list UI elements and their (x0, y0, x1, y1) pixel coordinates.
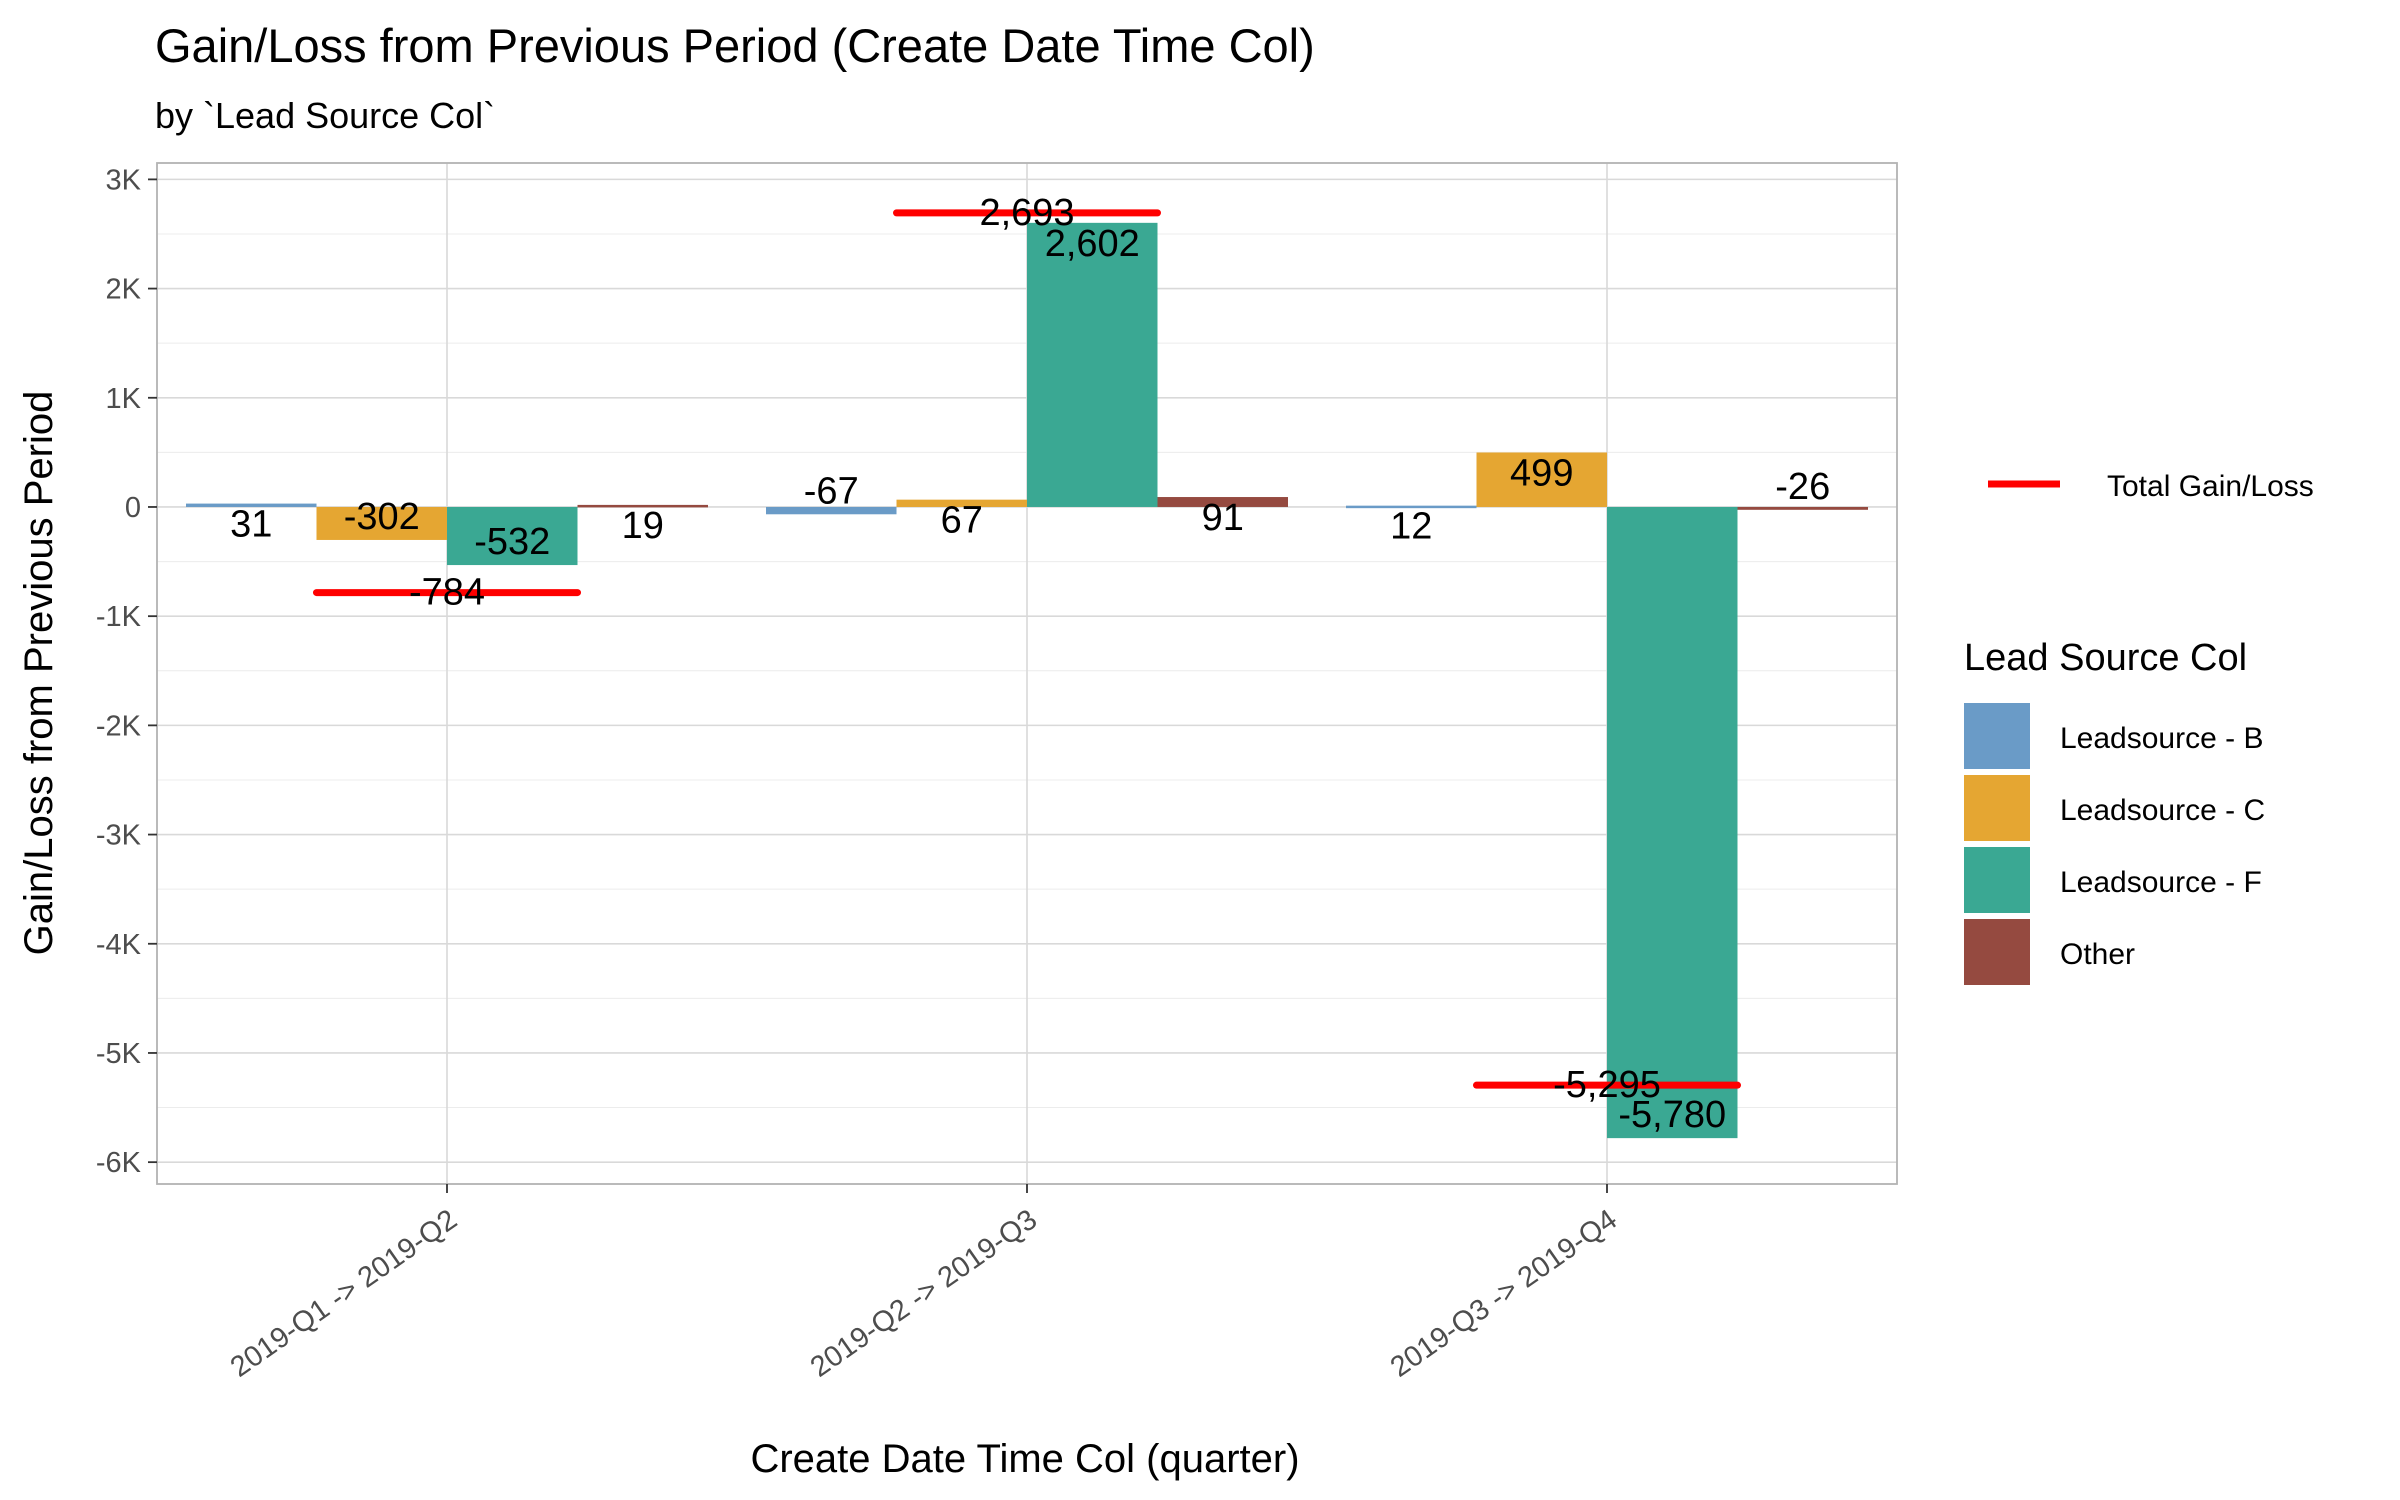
x-axis: 2019-Q1 -> 2019-Q2 2019-Q2 -> 2019-Q3 2019… (225, 1184, 1623, 1384)
x-tick-label: 2019-Q3 -> 2019-Q4 (1385, 1204, 1623, 1384)
legend-item-label: Leadsource - B (2060, 722, 2263, 755)
y-tick-label: 0 (125, 492, 141, 524)
bar (1027, 222, 1158, 507)
y-tick-label: -1K (96, 601, 142, 633)
y-tick-label: 3K (106, 164, 142, 196)
bar-data-label: 67 (941, 500, 983, 542)
bar-data-label: -26 (1775, 466, 1830, 508)
bar (1476, 452, 1607, 507)
bar (766, 506, 897, 515)
bar (447, 506, 578, 566)
legend-item-label: Leadsource - C (2060, 794, 2265, 827)
legend-key-swatch (1964, 775, 2030, 841)
legend-title: Lead Source Col (1964, 637, 2247, 679)
legend-item-label: Other (2060, 938, 2135, 971)
bar (1346, 505, 1477, 509)
x-tick-label: 2019-Q2 -> 2019-Q3 (805, 1204, 1043, 1384)
y-tick-label: -3K (96, 820, 142, 852)
legend-key-swatch (1964, 847, 2030, 913)
bar (1157, 497, 1288, 507)
bar-data-label: 31 (230, 504, 272, 546)
bar-data-label: 91 (1202, 497, 1244, 539)
y-tick-label: -4K (96, 929, 142, 961)
y-tick-label: -6K (96, 1147, 142, 1179)
bar-data-label: -67 (804, 470, 859, 512)
legend-key-swatch (1964, 703, 2030, 769)
y-tick-label: 2K (106, 274, 142, 306)
y-axis: 3K 2K 1K 0 -1K -2K -3K -4K -5K -6K (96, 164, 157, 1179)
bar (896, 499, 1027, 507)
total-lines (313, 209, 1741, 1089)
chart-title: Gain/Loss from Previous Period (Create D… (155, 19, 1315, 72)
bar (577, 504, 708, 508)
x-axis-title: Create Date Time Col (quarter) (750, 1437, 1299, 1481)
bar-data-label: -302 (344, 496, 420, 538)
y-tick-label: -2K (96, 710, 142, 742)
chart-subtitle: by `Lead Source Col` (155, 95, 495, 136)
bar-data-label: 499 (1510, 452, 1573, 494)
bar (316, 506, 447, 540)
total-data-label: -5,295 (1553, 1064, 1661, 1106)
bar (1737, 506, 1868, 510)
bar-data-label: -5,780 (1618, 1094, 1726, 1136)
bar-data-label: 2,602 (1045, 223, 1140, 265)
y-axis-title: Gain/Loss from Previous Period (17, 391, 61, 956)
y-tick-label: -5K (96, 1038, 142, 1070)
data-labels: 31 -302 -532 19 -67 67 2,602 91 12 499 -5,780 -26 -7… (230, 192, 1830, 1136)
bar (186, 503, 317, 507)
bar-data-label: 19 (622, 505, 664, 547)
legend-lead-source: Lead Source Col Leadsource - B Leadsource… (1964, 637, 2265, 985)
bar-data-label: 12 (1390, 506, 1432, 548)
legend-key-swatch (1964, 919, 2030, 985)
total-data-label: 2,693 (979, 192, 1074, 234)
bar-data-label: -532 (474, 521, 550, 563)
bars (186, 222, 1868, 1139)
legend-total-label: Total Gain/Loss (2107, 470, 2314, 503)
bar (1607, 506, 1738, 1139)
x-tick-label: 2019-Q1 -> 2019-Q2 (225, 1204, 463, 1384)
y-tick-label: 1K (106, 383, 142, 415)
legend-total-gain-loss: Total Gain/Loss (1988, 470, 2314, 503)
total-data-label: -784 (409, 572, 485, 614)
legend-item-label: Leadsource - F (2060, 866, 2262, 899)
